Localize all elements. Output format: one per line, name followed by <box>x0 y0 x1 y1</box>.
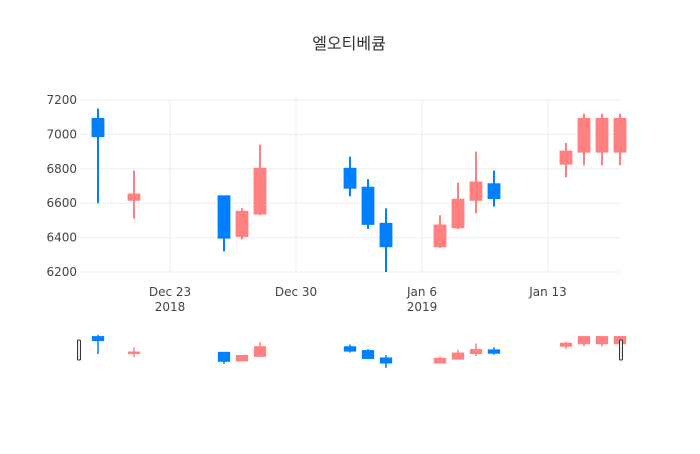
candle-body <box>217 351 231 362</box>
grid-layer <box>80 99 620 273</box>
candle-body <box>361 350 375 359</box>
candle-preview <box>595 335 609 347</box>
candle-body <box>433 224 447 248</box>
chart-title: 엘오티베큠 <box>312 34 386 53</box>
x-tick-label: Jan 13 <box>528 285 567 299</box>
candle <box>595 113 609 166</box>
candle <box>343 156 357 197</box>
candle-preview <box>235 355 249 362</box>
candle <box>235 208 249 240</box>
candle-body <box>127 193 141 201</box>
y-axis: 6200 6400 6600 6800 7000 7200 <box>46 93 77 279</box>
candle <box>217 195 231 252</box>
candle-body <box>451 352 465 360</box>
candle <box>91 108 105 204</box>
candle-body <box>595 336 609 345</box>
candle-body <box>361 186 375 225</box>
candle <box>253 144 267 216</box>
x-tick-label: Dec 30 <box>275 285 317 299</box>
candle-body <box>469 349 483 355</box>
candle <box>127 170 141 219</box>
candle-preview <box>469 343 483 357</box>
candle-preview <box>253 342 267 357</box>
candle <box>469 151 483 214</box>
candle-body <box>487 349 501 354</box>
candle-preview <box>487 347 501 355</box>
candle-body <box>343 167 357 189</box>
candle <box>433 215 447 248</box>
candle-body <box>343 346 357 352</box>
candle-body <box>595 117 609 153</box>
candle-preview <box>217 351 231 364</box>
candle-body <box>613 117 627 153</box>
candle-body <box>235 210 249 237</box>
candle <box>361 179 375 229</box>
candles-layer <box>91 108 627 272</box>
candle-body <box>577 336 591 345</box>
range-slider-right-handle[interactable] <box>619 339 623 361</box>
range-slider-left-handle[interactable] <box>77 339 81 361</box>
candle-preview <box>433 356 447 364</box>
x-tick-year-label: 2018 <box>155 300 186 314</box>
candle <box>613 113 627 166</box>
candle-preview <box>577 335 591 347</box>
candle-preview <box>343 344 357 353</box>
candle-preview <box>91 334 105 354</box>
candle-body <box>235 355 249 362</box>
candle-body <box>91 117 105 138</box>
candle-body <box>487 183 501 200</box>
candle-body <box>91 336 105 342</box>
candle <box>559 143 573 178</box>
y-tick-label: 6400 <box>46 231 77 245</box>
candle-preview <box>361 349 375 360</box>
range-slider[interactable] <box>77 334 627 368</box>
candle-body <box>433 357 447 364</box>
candle-body <box>577 117 591 153</box>
candle-body <box>379 222 393 248</box>
y-tick-label: 6800 <box>46 162 77 176</box>
candle-preview <box>559 341 573 349</box>
y-tick-label: 7200 <box>46 93 77 107</box>
candle-body <box>253 167 267 215</box>
y-tick-label: 7000 <box>46 127 77 141</box>
range-slider-preview <box>91 334 627 368</box>
candle <box>379 208 393 272</box>
candle-body <box>127 351 141 355</box>
candle-body <box>253 346 267 357</box>
candle-body <box>217 195 231 239</box>
x-tick-label: Dec 23 <box>149 285 191 299</box>
candle-preview <box>451 349 465 360</box>
candle-body <box>451 198 465 229</box>
candle <box>451 182 465 229</box>
candle-body <box>469 181 483 201</box>
candle-preview <box>379 355 393 368</box>
candle-body <box>559 150 573 165</box>
candle <box>487 170 501 207</box>
y-tick-label: 6600 <box>46 196 77 210</box>
candle <box>577 113 591 166</box>
y-tick-label: 6200 <box>46 265 77 279</box>
x-tick-year-label: 2019 <box>407 300 438 314</box>
candle-body <box>379 357 393 364</box>
candle-body <box>559 342 573 347</box>
candle-preview <box>127 347 141 358</box>
x-tick-label: Jan 6 <box>406 285 437 299</box>
